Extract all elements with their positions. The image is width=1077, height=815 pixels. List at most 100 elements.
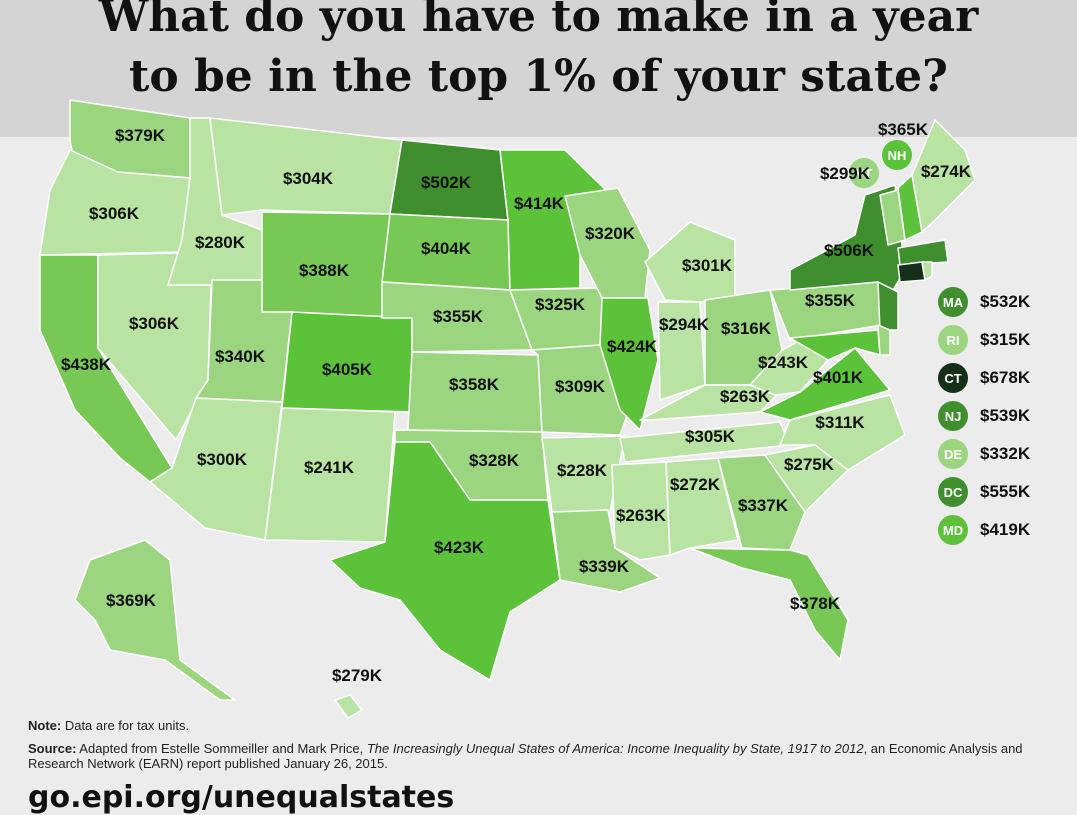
state-md [789, 329, 881, 361]
legend-value-de: $332K [980, 444, 1031, 463]
legend-item-md: MD $419K [938, 515, 1030, 545]
value-label-ar: $228K [557, 461, 608, 480]
legend-item-ri: RI $315K [938, 325, 1030, 355]
source: Source: Adapted from Estelle Sommeiller … [28, 741, 1058, 771]
state-ma [897, 239, 949, 266]
state-de [877, 324, 891, 356]
value-label-ca: $438K [61, 355, 112, 374]
value-label-al: $272K [670, 475, 721, 494]
legend-item-de: DE $332K [938, 439, 1030, 469]
value-label-sd: $404K [421, 239, 472, 258]
legend-value-ma: $532K [980, 292, 1031, 311]
legend-badge-ma: MA [938, 287, 968, 317]
legend-value-ri: $315K [980, 330, 1031, 349]
value-label-ne: $355K [433, 307, 484, 326]
value-label-oh: $316K [721, 319, 772, 338]
value-label-ky: $263K [720, 387, 771, 406]
state-ms [611, 461, 671, 561]
note-text: Data are for tax units. [61, 718, 190, 733]
state-fl [689, 547, 849, 661]
value-label-ok: $328K [469, 451, 520, 470]
legend-item-ma: MA $532K [938, 287, 1030, 317]
value-label-ak: $369K [106, 591, 157, 610]
legend-item-dc: DC $555K [938, 477, 1030, 507]
legend-value-md: $419K [980, 520, 1031, 539]
value-label-me: $274K [921, 162, 972, 181]
callout-abbr-vt: VT [856, 166, 873, 181]
value-label-mn: $414K [514, 194, 565, 213]
legend-badge-de: DE [938, 439, 968, 469]
title-line-2: to be in the top 1% of your state? [129, 51, 948, 102]
value-label-or: $306K [89, 204, 140, 223]
state-hi [334, 694, 363, 719]
state-ar [541, 435, 626, 513]
legend-badge-ct: CT [938, 363, 968, 393]
state-ri [921, 261, 933, 281]
callout-badge-vt [849, 158, 879, 188]
legend-value-nj: $539K [980, 406, 1031, 425]
state-ct [897, 261, 926, 283]
source-text-1: Adapted from Estelle Sommeiller and Mark… [76, 741, 367, 756]
value-label-ny: $506K [824, 241, 875, 260]
legend-item-nj: NJ $539K [938, 401, 1030, 431]
value-label-ms: $263K [616, 506, 667, 525]
source-text-2: , an Economic Analysis and Research Netw… [28, 741, 1023, 771]
state-va [759, 347, 891, 421]
value-label-in: $294K [659, 315, 710, 334]
state-la [551, 509, 661, 593]
value-label-ut: $340K [215, 347, 266, 366]
value-label-mi: $301K [682, 256, 733, 275]
value-label-id: $280K [195, 233, 246, 252]
value-label-mt: $304K [283, 169, 334, 188]
value-label-wy: $388K [299, 261, 350, 280]
value-label-hi: $279K [332, 666, 383, 685]
state-me [911, 119, 976, 233]
source-url[interactable]: go.epi.org/unequalstates [28, 780, 455, 815]
value-label-la: $339K [579, 557, 630, 576]
value-label-sc: $275K [784, 455, 835, 474]
legend-badge-md: MD [938, 515, 968, 545]
footer: Note: Data are for tax units. Source: Ad… [28, 718, 1058, 771]
value-label-nv: $306K [129, 314, 180, 333]
legend-value-ct: $678K [980, 368, 1031, 387]
legend-value-dc: $555K [980, 482, 1031, 501]
title-line-1: What do you have to make in a year [98, 0, 979, 42]
value-label-va: $401K [813, 368, 864, 387]
value-label-ks: $358K [449, 375, 500, 394]
value-label-wv: $243K [758, 353, 809, 372]
value-label-pa: $355K [805, 291, 856, 310]
callout-value-vt: $299K [820, 164, 871, 183]
value-label-mo: $309K [555, 377, 606, 396]
legend-badge-dc: DC [938, 477, 968, 507]
callout-badge-nh [882, 140, 912, 170]
state-il [599, 297, 659, 431]
state-tx [329, 441, 561, 681]
value-label-nd: $502K [421, 173, 472, 192]
value-label-ia: $325K [535, 295, 586, 314]
header-band [0, 0, 1077, 137]
us-map: $379K $306K $438K $306K $280K $304K $388K $340K… [39, 99, 976, 719]
value-label-co: $405K [322, 360, 373, 379]
callout-abbr-nh: NH [888, 148, 907, 163]
value-label-tx: $423K [434, 538, 485, 557]
note-label: Note: [28, 718, 62, 733]
value-label-ga: $337K [738, 496, 789, 515]
state-mt [209, 117, 403, 216]
state-al [665, 457, 739, 556]
legend-badge-nj: NJ [938, 401, 968, 431]
value-label-wa: $379K [115, 126, 166, 145]
state-ak [74, 539, 236, 701]
state-nj [877, 281, 899, 331]
source-title: The Increasingly Unequal States of Ameri… [366, 741, 864, 756]
note: Note: Data are for tax units. [28, 718, 1058, 733]
value-label-nm: $241K [304, 458, 355, 477]
value-label-fl: $378K [790, 594, 841, 613]
state-ga [717, 454, 806, 551]
callout-value-nh: $365K [878, 120, 929, 139]
state-nc [779, 394, 906, 471]
value-label-wi: $320K [585, 224, 636, 243]
value-label-il: $424K [607, 337, 658, 356]
value-label-nc: $311K [815, 413, 865, 432]
source-label: Source: [28, 741, 77, 756]
legend-item-ct: CT $678K [938, 363, 1030, 393]
